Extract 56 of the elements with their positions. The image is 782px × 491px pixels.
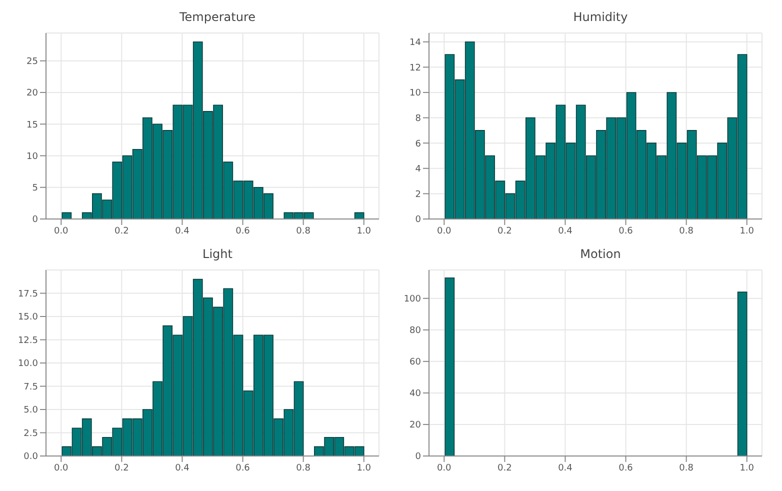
x-tick-label: 0.8: [296, 226, 311, 236]
x-tick-label: 0.2: [114, 463, 129, 474]
x-tick-label: 0.2: [498, 226, 512, 236]
x-tick-label: 1.0: [740, 463, 754, 474]
y-tick-label: 100: [404, 294, 422, 305]
x-tick-label: 1.0: [356, 226, 372, 236]
x-tick-label: 0.2: [114, 226, 129, 236]
x-tick-label: 0.0: [436, 463, 452, 474]
x-tick-label: 0.8: [679, 463, 694, 474]
y-tick-label: 2: [415, 190, 421, 200]
chart-title: Motion: [579, 246, 622, 263]
x-tick-label: 0.4: [558, 226, 573, 236]
chart-title: Light: [202, 246, 234, 263]
y-tick-label: 2.5: [24, 428, 38, 439]
y-tick-label: 5.0: [24, 406, 38, 416]
x-tick-label: 0.0: [54, 226, 69, 236]
y-tick-label: 10: [26, 152, 38, 162]
y-tick-label: 4: [415, 164, 422, 175]
y-tick-label: 0.0: [24, 452, 38, 462]
y-tick-label: 6: [415, 139, 422, 150]
x-tick-label: 0.8: [296, 463, 311, 474]
x-tick-label: 0.0: [54, 463, 69, 474]
y-tick-label: 17.5: [18, 289, 38, 300]
y-tick-label: 60: [410, 358, 422, 368]
y-tick-label: 15: [26, 120, 38, 130]
y-tick-label: 10: [410, 88, 422, 99]
y-tick-label: 20: [410, 420, 422, 431]
x-tick-label: 0.4: [558, 463, 573, 474]
y-tick-label: 25: [26, 57, 38, 68]
chart-title: Temperature: [178, 9, 256, 26]
x-tick-label: 0.6: [236, 226, 250, 236]
y-tick-label: 40: [410, 389, 422, 400]
x-tick-label: 0.0: [436, 226, 452, 236]
y-tick-label: 12.5: [18, 336, 38, 346]
y-tick-label: 7.5: [24, 382, 38, 392]
y-tick-label: 5: [32, 184, 38, 194]
y-tick-label: 0: [415, 215, 422, 226]
y-tick-label: 14: [410, 38, 422, 48]
y-tick-label: 80: [410, 326, 422, 336]
chart-title: Humidity: [572, 9, 629, 26]
y-tick-label: 0: [32, 215, 38, 226]
x-tick-label: 0.6: [236, 463, 250, 474]
x-tick-label: 1.0: [356, 463, 372, 474]
y-tick-label: 20: [26, 88, 38, 99]
x-tick-label: 0.4: [175, 463, 190, 474]
y-tick-label: 10.0: [18, 359, 38, 370]
x-tick-label: 0.8: [679, 226, 694, 236]
x-tick-label: 0.6: [618, 463, 634, 474]
y-tick-label: 15.0: [18, 312, 38, 323]
x-tick-label: 1.0: [740, 226, 754, 236]
x-tick-label: 0.2: [498, 463, 512, 474]
y-tick-label: 12: [410, 63, 421, 74]
x-tick-label: 0.6: [618, 226, 634, 236]
y-tick-label: 0: [415, 452, 422, 462]
x-tick-label: 0.4: [175, 226, 190, 236]
y-tick-label: 8: [415, 114, 422, 124]
